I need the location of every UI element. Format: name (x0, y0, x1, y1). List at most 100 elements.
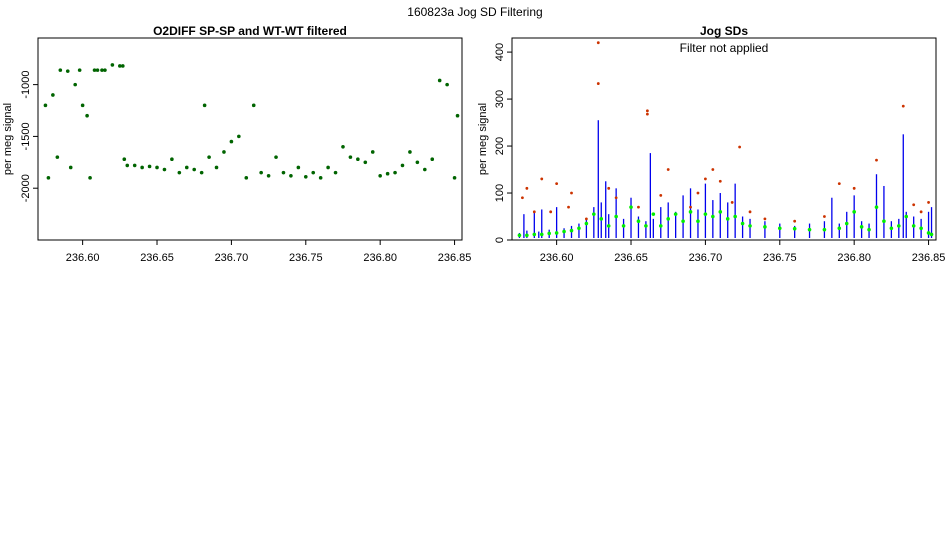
left-chart-panel: O2DIFF SP-SP and WT-WT filtered per meg … (2, 24, 471, 264)
right-series-1-point (718, 210, 723, 214)
left-series-0-point (55, 155, 60, 159)
right-series-2-point (532, 210, 536, 214)
right-series-1-point (584, 221, 589, 226)
left-series-0-point (184, 165, 189, 170)
right-series-1-point (919, 226, 923, 231)
right-series-1-point (926, 231, 931, 235)
right-chart-ylabel: per meg signal (477, 103, 489, 175)
left-series-0-point (437, 78, 442, 83)
right-y-tick-label: 300 (494, 90, 506, 108)
left-series-0-point (251, 103, 256, 108)
left-series-0-point (125, 163, 130, 168)
left-y-tick-label: -1500 (20, 122, 32, 150)
right-series-1-point (696, 219, 700, 224)
left-x-tick-label: 236.85 (438, 252, 472, 264)
right-series-2-point (711, 168, 715, 171)
right-series-1-point (621, 224, 626, 228)
left-series-0-point (43, 103, 48, 108)
right-series-1-point (725, 217, 730, 221)
left-series-0-point (100, 68, 104, 72)
right-series-1-point (629, 205, 633, 209)
right-series-1-point (539, 232, 544, 237)
left-series-0-point (162, 167, 167, 172)
right-series-1-point (673, 212, 678, 216)
left-series-0-point (68, 165, 73, 170)
right-chart-annotation: Filter not applied (680, 41, 769, 55)
left-series-0-point (259, 170, 263, 175)
left-series-0-point (274, 155, 278, 159)
left-series-0-point (237, 134, 241, 139)
right-x-tick-label: 236.80 (837, 252, 871, 264)
left-series-0-point (303, 175, 308, 179)
right-series-1-point (859, 225, 864, 229)
page-title: 160823a Jog SD Filtering (407, 5, 542, 19)
right-series-1-point (911, 224, 916, 228)
left-series-0-point (103, 68, 107, 72)
left-x-tick-label: 236.75 (289, 252, 323, 264)
right-x-axis: 236.60 236.65 236.70 236.75 236.80 236.85 (540, 240, 946, 264)
right-series-1-point (897, 224, 901, 228)
right-series-1-point (577, 226, 581, 231)
left-series-0-point (51, 93, 55, 97)
right-series-2-point (748, 210, 752, 214)
left-series-0-point (85, 113, 89, 118)
right-series-1-point (658, 224, 663, 228)
right-series-2-point (901, 104, 905, 108)
left-series-0-point (341, 144, 345, 149)
right-series-1-point (740, 221, 745, 226)
right-series-1-point (666, 217, 671, 221)
left-series-0-point (455, 113, 460, 118)
right-y-tick-label: 0 (494, 237, 506, 243)
right-series-2-point (659, 193, 663, 197)
left-chart-ylabel: per meg signal (2, 103, 14, 175)
left-series-0-point (65, 69, 70, 73)
left-x-tick-label: 236.65 (140, 252, 174, 264)
left-series-0-point (95, 68, 100, 72)
left-plot-frame (37, 37, 463, 241)
right-series-2-point (555, 182, 559, 186)
left-x-tick-label: 236.60 (66, 252, 100, 264)
right-series-1-point (592, 212, 596, 216)
left-series-0-point (222, 150, 226, 154)
right-series-2-point (927, 201, 930, 204)
left-series-0-point (202, 103, 207, 108)
right-series-1-point (547, 231, 551, 236)
right-y-tick-label: 100 (494, 184, 506, 202)
right-series-2-point (567, 205, 570, 209)
left-y-tick-label: -1000 (20, 71, 32, 99)
left-series-0-point (140, 165, 144, 170)
left-series-0-point (80, 103, 85, 108)
right-series-2-point (570, 191, 573, 195)
right-series-2-point (763, 217, 767, 221)
right-series-1-point (554, 231, 559, 235)
left-plot-area (43, 63, 460, 180)
left-series-0-point (400, 163, 405, 168)
right-x-tick-label: 236.85 (912, 252, 946, 264)
right-series-2-point (689, 205, 692, 209)
left-series-0-point (281, 170, 286, 175)
left-x-axis: 236.60 236.65 236.70 236.75 236.80 236.85 (66, 240, 472, 264)
left-series-0-point (445, 82, 449, 87)
left-series-0-point (155, 165, 159, 170)
right-series-1-point (837, 226, 842, 231)
left-series-0-point (92, 68, 97, 72)
right-series-2-point (614, 196, 618, 200)
right-series-1-point (711, 214, 715, 219)
left-series-0-point (244, 176, 249, 180)
left-y-tick-label: -2000 (20, 174, 32, 202)
right-series-1-point (844, 221, 849, 226)
left-series-0-point (393, 170, 397, 175)
left-series-0-point (121, 64, 125, 68)
left-series-0-point (378, 173, 382, 178)
left-series-0-point (177, 170, 182, 175)
left-series-0-point (348, 155, 353, 159)
left-series-0-point (423, 167, 427, 172)
left-series-0-point (333, 170, 338, 175)
right-series-1-point (703, 212, 708, 216)
left-series-0-point (318, 176, 323, 180)
left-series-0-point (110, 63, 115, 67)
left-series-0-point (77, 68, 82, 72)
right-series-1-point (777, 226, 782, 231)
right-series-2-point (596, 82, 600, 85)
right-series-2-point (540, 177, 544, 181)
